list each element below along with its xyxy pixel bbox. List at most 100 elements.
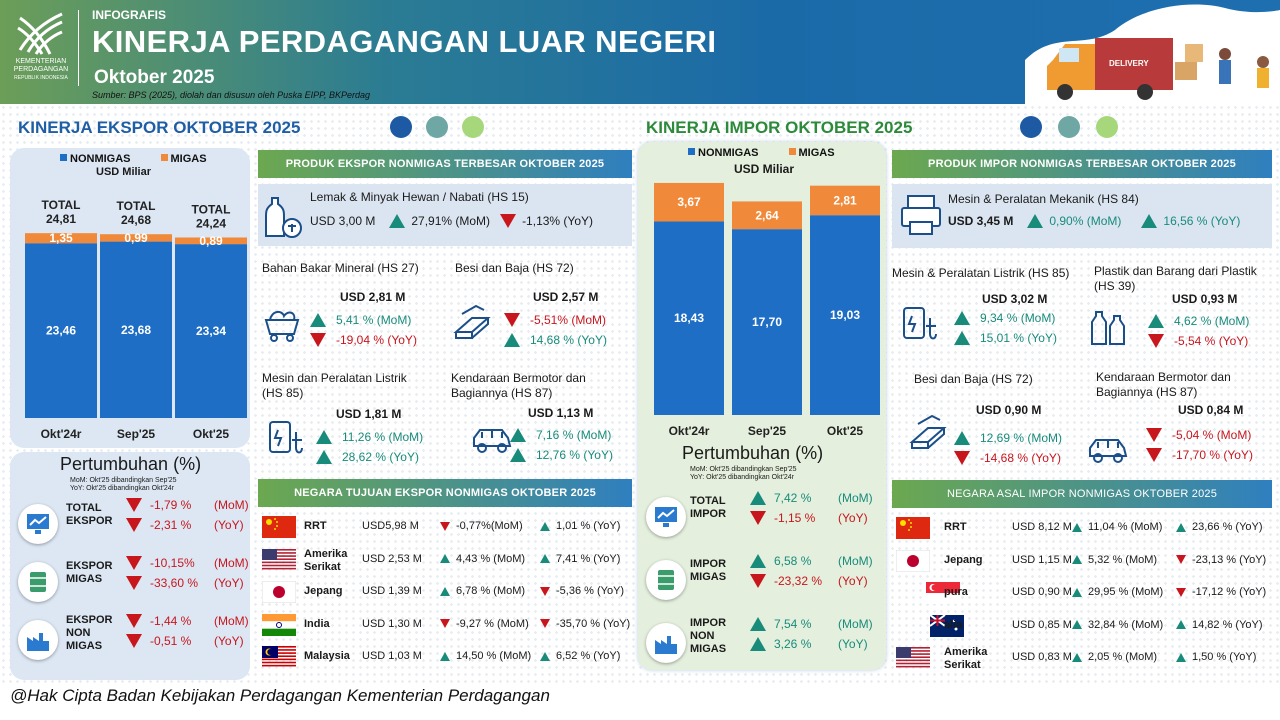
country-yoy-row: 6,52 % (YoY): [540, 650, 620, 662]
product-mom-row: 7,16 % (MoM): [510, 428, 611, 442]
bar-label-migas: 3,67: [677, 195, 701, 209]
country-yoy: 7,41 % (YoY): [556, 552, 621, 565]
product-mom-row: 11,26 % (MoM): [316, 430, 423, 444]
down-arrow-icon: [500, 214, 517, 228]
product-mom: 12,69 % (MoM): [980, 431, 1063, 445]
product-mom: 5,41 % (MoM): [336, 313, 412, 327]
bar-label-nonmigas: 23,68: [121, 323, 151, 337]
product-name: Bahan Bakar Mineral (HS 27): [262, 261, 419, 276]
up-arrow-icon: [954, 331, 970, 345]
down-arrow-icon: [504, 313, 520, 327]
down-arrow-icon: [310, 333, 326, 347]
up-arrow-icon: [310, 313, 326, 327]
country-usd: USD5,98 M: [362, 520, 419, 532]
country-name: pura: [944, 586, 968, 599]
x-tick-label: Okt'24r: [669, 424, 710, 438]
growth-mom-row: -10,15% (MoM): [126, 556, 249, 570]
country-mom-row: -9,27 % (MoM): [440, 618, 529, 630]
country-mom: 11,04 % (MoM): [1088, 521, 1163, 533]
up-arrow-icon: [504, 333, 520, 347]
header-divider: [78, 10, 79, 86]
product-name-line: Bahan Bakar Mineral (HS 27): [262, 261, 419, 275]
country-name: Malaysia: [304, 650, 350, 663]
growth-label: TOTAL EKSPOR: [66, 502, 112, 528]
growth-label-line: EKSPOR: [66, 515, 113, 527]
growth-yoy-tag: (YoY): [214, 518, 244, 532]
product-usd: USD 2,81 M: [340, 290, 406, 304]
country-mom: 6,78 % (MoM): [456, 585, 526, 597]
product-yoy-row: 28,62 % (YoY): [316, 450, 419, 464]
country-mom-row: 4,43 % (MoM): [440, 553, 525, 565]
country-yoy: -23,13 % (YoY): [1192, 553, 1267, 566]
growth-yoy-tag: (YoY): [838, 511, 868, 525]
growth-yoy-row: -23,32 % (YoY): [750, 574, 868, 588]
top-import-product-name: Mesin & Peralatan Mekanik (HS 84): [948, 192, 1139, 206]
growth-mom-row: 7,42 % (MoM): [750, 491, 873, 505]
country-name-line: RRT: [304, 520, 327, 532]
top-export-product-yoy: -1,13% (YoY): [522, 214, 593, 228]
down-arrow-icon: [1146, 448, 1162, 462]
up-arrow-icon: [316, 450, 332, 464]
up-arrow-icon: [440, 554, 450, 563]
down-arrow-icon: [750, 511, 766, 525]
country-name-line: Amerika: [304, 547, 348, 560]
down-arrow-icon: [126, 614, 142, 628]
product-name-line: Besi dan Baja (HS 72): [455, 261, 574, 275]
top-export-product-card: [258, 184, 632, 246]
bar-total-label: TOTAL: [42, 198, 81, 212]
growth-yoy-tag: (YoY): [214, 576, 244, 590]
bar-total-value: 24,68: [121, 213, 151, 227]
growth-label-line: IMPOR: [690, 558, 727, 570]
bar-total-value: 24,24: [196, 216, 226, 230]
product-usd: USD 1,13 M: [528, 406, 594, 420]
country-mom-row: 5,32 % (MoM): [1072, 554, 1157, 566]
up-arrow-icon: [1176, 652, 1186, 662]
up-arrow-icon: [1072, 620, 1082, 629]
bar-label-migas: 0,89: [199, 234, 223, 248]
x-tick-label: Sep'25: [748, 424, 787, 438]
growth-label-line: MIGAS: [66, 573, 103, 585]
growth-mom-value: -1,44 %: [150, 614, 192, 628]
country-mom-row: 11,04 % (MoM): [1072, 521, 1162, 533]
product-usd: USD 3,02 M: [982, 292, 1048, 306]
down-arrow-icon: [440, 521, 450, 531]
export-products-banner: PRODUK EKSPOR NONMIGAS TERBESAR OKTOBER …: [258, 150, 632, 178]
up-arrow-icon: [750, 637, 766, 651]
country-name: Jepang: [944, 554, 983, 567]
export-note-mom: MoM: Okt'25 dibandingkan Sep'25: [70, 477, 177, 484]
country-mom: 32,84 % (MoM): [1088, 618, 1164, 631]
down-arrow-icon: [126, 634, 142, 648]
product-name-line: (HS 85): [262, 386, 304, 400]
bar-label-migas: 2,81: [833, 193, 857, 207]
header-banner: KEMENTERIAN PERDAGANGAN REPUBLIK INDONESI…: [0, 0, 1280, 104]
country-name-line: alia: [944, 618, 963, 631]
down-arrow-icon: [126, 556, 142, 570]
growth-label-line: MIGAS: [690, 643, 727, 655]
growth-mom-row: -1,79 % (MoM): [126, 498, 249, 512]
bar-total-label: TOTAL: [192, 202, 231, 216]
product-yoy: -17,70 % (YoY): [1172, 448, 1253, 462]
country-mom-row: 6,78 % (MoM): [440, 585, 525, 597]
product-usd: USD 0,93 M: [1172, 292, 1238, 306]
country-usd: USD 1,39 M: [362, 585, 422, 597]
country-yoy: -17,12 % (YoY): [1192, 586, 1267, 598]
bar-label-nonmigas: 23,46: [46, 324, 76, 338]
product-yoy-row: -17,70 % (YoY): [1146, 448, 1253, 462]
growth-label-line: IMPOR: [690, 508, 727, 520]
import-note-mom: MoM: Okt'25 dibandingkan Sep'25: [690, 466, 797, 473]
oil-bottle-icon: [265, 197, 302, 238]
product-name-line: Bagiannya (HS 87): [451, 386, 553, 400]
product-mom-row: 12,69 % (MoM): [954, 431, 1062, 445]
export-unit: USD Miliar: [96, 166, 152, 178]
country-name: Amerika Serikat: [304, 548, 347, 574]
product-usd: USD 1,81 M: [336, 407, 402, 421]
growth-yoy-value: -33,60 %: [150, 576, 199, 590]
growth-mom-tag: (MoM): [838, 554, 873, 568]
growth-label: TOTAL IMPOR: [690, 495, 726, 521]
export-stacked-bar-chart: 23,461,35TOTAL24,81Okt'24r23,680,99TOTAL…: [25, 198, 247, 441]
factory-icon-glyph: [655, 636, 677, 654]
country-name: alia: [944, 619, 962, 632]
growth-label: EKSPOR MIGAS: [66, 560, 112, 586]
down-arrow-icon: [1148, 334, 1164, 348]
export-note-yoy: YoY: Okt'25 dibandingkan Okt'24r: [70, 485, 174, 492]
